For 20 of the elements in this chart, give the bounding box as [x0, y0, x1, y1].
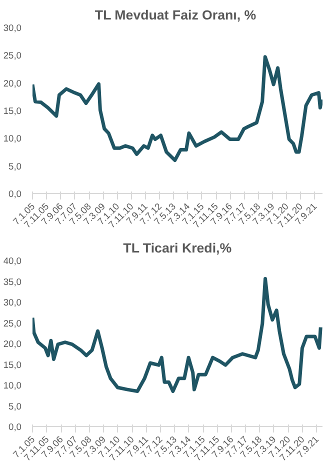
y-tick-label: 35,0: [3, 276, 22, 287]
y-tick-label: 15,0: [3, 360, 22, 370]
line-series: [32, 277, 322, 393]
y-tick-label: 20,0: [3, 339, 22, 349]
chart-title: TL Mevduat Faiz Oranı, %: [94, 8, 256, 22]
y-tick-label: 5,0: [8, 401, 22, 412]
y-tick-label: 25,0: [3, 318, 22, 328]
line-series: [32, 55, 322, 162]
y-tick-label: 30,0: [3, 23, 22, 33]
y-tick-label: 10,0: [3, 380, 22, 390]
chart-title: TL Ticari Kredi,%: [123, 240, 232, 256]
y-tick-label: 15,0: [3, 106, 22, 116]
y-tick-label: 0,0: [8, 422, 22, 432]
y-tick-label: 25,0: [3, 50, 22, 61]
y-tick-label: 20,0: [3, 78, 22, 88]
y-tick-label: 30,0: [3, 298, 22, 308]
y-tick-label: 0,0: [8, 189, 22, 199]
y-tick-label: 10,0: [3, 134, 22, 144]
y-tick-label: 40,0: [3, 256, 22, 266]
y-tick-label: 5,0: [8, 161, 22, 172]
